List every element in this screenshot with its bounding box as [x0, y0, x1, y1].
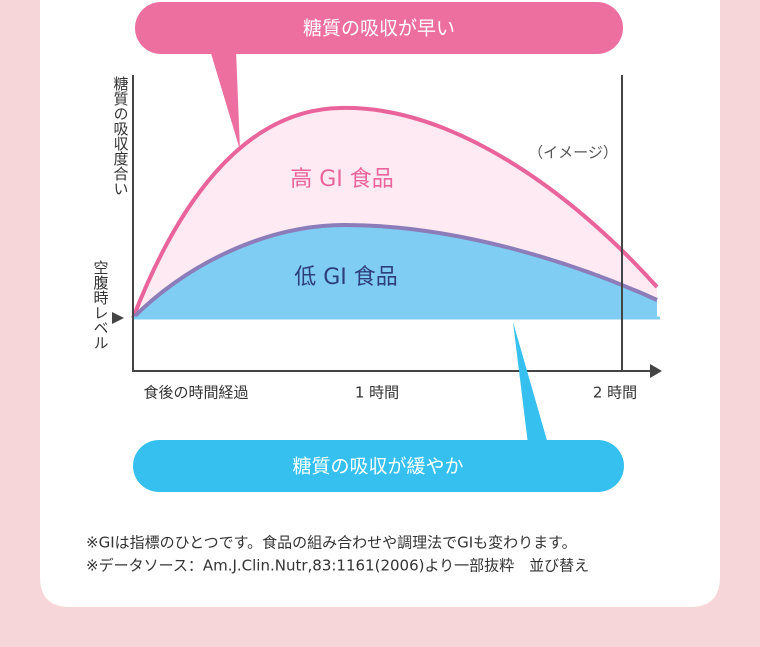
callout-fast — [135, 2, 623, 54]
note: ※データソース：Am.J.Clin.Nutr,83:1161(2006)より一部… — [86, 557, 589, 575]
callout-text: 糖質の吸収が早い — [303, 18, 455, 40]
y-axis-label: 糖質の吸収度合い — [112, 76, 130, 196]
x-label: 2 時間 — [593, 384, 637, 402]
callout-slow — [133, 440, 624, 492]
image-note: （イメージ） — [528, 144, 618, 162]
low-line — [131, 222, 658, 320]
low-area — [133, 225, 657, 318]
callout-tail — [210, 50, 240, 150]
high-gi-label: 高 GI 食品 — [290, 167, 394, 192]
x-arrow — [650, 364, 662, 378]
baseline-marker — [112, 312, 124, 324]
x-label: 食後の時間経過 — [143, 384, 248, 402]
x-label: 1 時間 — [355, 384, 399, 402]
high-line — [131, 105, 659, 319]
callout-tail — [513, 322, 548, 444]
low-gi-label: 低 GI 食品 — [294, 265, 398, 290]
note: ※GIは指標のひとつです。食品の組み合わせや調理法でGIも変わります。 — [86, 534, 577, 552]
baseline-label: 空腹時レベル — [92, 260, 110, 350]
callout-text: 糖質の吸収が緩やか — [292, 456, 463, 478]
